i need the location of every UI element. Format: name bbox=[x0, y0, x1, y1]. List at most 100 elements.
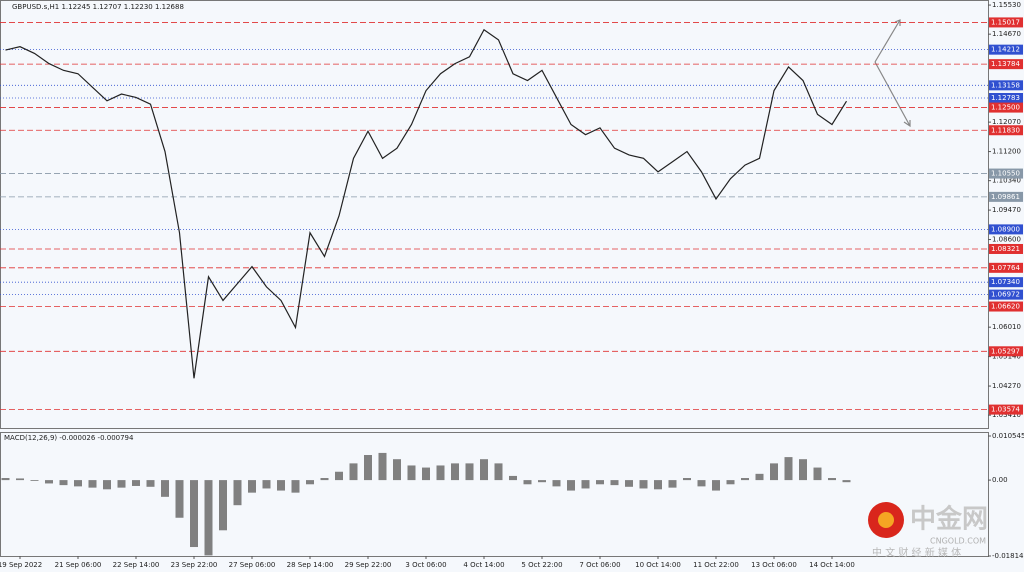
macd-bar bbox=[161, 480, 169, 497]
macd-bar bbox=[567, 480, 575, 491]
level-box bbox=[989, 289, 1023, 300]
macd-bar bbox=[219, 480, 227, 531]
level-label: 1.06620 bbox=[991, 303, 1020, 311]
macd-bar bbox=[799, 459, 807, 481]
y-tick-label: 1.15530 bbox=[992, 1, 1021, 9]
macd-frame bbox=[0, 432, 989, 557]
x-tick-label: 27 Sep 06:00 bbox=[229, 561, 276, 569]
y-tick-label: -0.018145 bbox=[992, 552, 1024, 560]
macd-bar bbox=[146, 480, 155, 487]
macd-bar bbox=[523, 480, 532, 485]
level-box bbox=[989, 301, 1023, 312]
macd-bar bbox=[581, 480, 590, 489]
chart-title: GBPUSD.s,H1 1.12245 1.12707 1.12230 1.12… bbox=[12, 3, 184, 11]
level-box bbox=[989, 102, 1023, 113]
macd-bar bbox=[248, 480, 256, 493]
macd-bar bbox=[1, 478, 10, 481]
macd-bar bbox=[726, 480, 735, 485]
level-box bbox=[989, 191, 1023, 202]
macd-bar bbox=[741, 478, 749, 481]
macd-bar bbox=[190, 480, 198, 548]
macd-bar bbox=[784, 457, 793, 481]
level-box bbox=[989, 224, 1023, 235]
y-tick-label: 0.010545 bbox=[992, 432, 1024, 440]
macd-bar bbox=[306, 480, 314, 485]
macd-bar bbox=[88, 480, 97, 488]
y-tick-label: 1.12070 bbox=[992, 118, 1021, 126]
macd-bar bbox=[349, 463, 358, 481]
macd-bar bbox=[451, 463, 459, 481]
macd-bar bbox=[320, 478, 329, 481]
level-label: 1.13784 bbox=[991, 60, 1020, 68]
macd-bar bbox=[30, 480, 39, 481]
macd-bar bbox=[364, 455, 372, 481]
x-tick-label: 19 Sep 2022 bbox=[0, 561, 42, 569]
level-label: 1.10550 bbox=[991, 170, 1020, 178]
level-box bbox=[989, 168, 1023, 179]
macd-bar bbox=[654, 480, 662, 490]
y-tick-label: 1.14670 bbox=[992, 30, 1021, 38]
macd-bar bbox=[480, 459, 488, 481]
level-box bbox=[989, 346, 1023, 357]
watermark: 中金网 CNGOLD.COM 中 文 财 经 新 媒 体 bbox=[868, 502, 988, 559]
y-tick-label: 1.03410 bbox=[992, 411, 1021, 419]
x-tick-label: 23 Sep 22:00 bbox=[171, 561, 218, 569]
x-tick-label: 13 Oct 06:00 bbox=[751, 561, 797, 569]
price-line bbox=[5, 28, 848, 379]
logo-inner bbox=[878, 512, 894, 528]
level-label: 1.07764 bbox=[991, 264, 1020, 272]
level-label: 1.13158 bbox=[991, 81, 1020, 89]
x-tick-label: 5 Oct 22:00 bbox=[521, 561, 562, 569]
level-box bbox=[989, 277, 1023, 288]
macd-bar bbox=[233, 480, 242, 506]
y-tick-label: 0.00 bbox=[992, 476, 1008, 484]
macd-bar bbox=[465, 463, 474, 481]
y-tick-label: 1.05140 bbox=[992, 353, 1021, 361]
level-label: 1.03574 bbox=[991, 406, 1020, 414]
y-tick-label: 1.09470 bbox=[992, 206, 1021, 214]
macd-bar bbox=[16, 478, 24, 481]
watermark-tagline: 中 文 财 经 新 媒 体 bbox=[872, 546, 961, 559]
level-box bbox=[989, 93, 1023, 104]
macd-bar bbox=[407, 465, 416, 481]
macd-bar bbox=[436, 465, 445, 481]
macd-bar bbox=[770, 463, 778, 481]
level-label: 1.07340 bbox=[991, 278, 1020, 286]
macd-bar bbox=[552, 480, 561, 487]
macd-bar bbox=[204, 480, 213, 556]
macd-bar bbox=[828, 478, 836, 481]
x-tick-label: 29 Sep 22:00 bbox=[345, 561, 392, 569]
macd-bar bbox=[538, 480, 546, 483]
macd-bar bbox=[610, 480, 619, 486]
macd-bar bbox=[175, 480, 184, 518]
macd-bar bbox=[291, 480, 300, 493]
macd-bar bbox=[378, 452, 387, 481]
watermark-title: 中金网 bbox=[910, 504, 988, 535]
level-box bbox=[989, 125, 1023, 136]
x-tick-label: 7 Oct 06:00 bbox=[579, 561, 620, 569]
level-box bbox=[989, 17, 1023, 28]
level-box bbox=[989, 262, 1023, 273]
x-tick-label: 4 Oct 14:00 bbox=[463, 561, 504, 569]
macd-bar bbox=[494, 463, 503, 481]
level-label: 1.14212 bbox=[991, 46, 1020, 54]
level-label: 1.12783 bbox=[991, 94, 1020, 102]
macd-bar bbox=[59, 480, 68, 486]
y-tick-label: 1.10340 bbox=[992, 177, 1021, 185]
macd-bar bbox=[596, 480, 604, 485]
level-label: 1.11830 bbox=[991, 126, 1020, 134]
macd-bar bbox=[625, 480, 633, 487]
x-tick-label: 28 Sep 14:00 bbox=[287, 561, 334, 569]
macd-bar bbox=[639, 480, 648, 489]
level-label: 1.08321 bbox=[991, 245, 1020, 253]
macd-bar bbox=[117, 480, 126, 488]
macd-bar bbox=[842, 480, 851, 483]
level-label: 1.05297 bbox=[991, 347, 1020, 355]
macd-bar bbox=[74, 480, 82, 487]
x-tick-label: 22 Sep 14:00 bbox=[113, 561, 160, 569]
x-tick-label: 11 Oct 22:00 bbox=[693, 561, 739, 569]
level-label: 1.09861 bbox=[991, 193, 1020, 201]
macd-bar bbox=[813, 467, 822, 481]
macd-bar bbox=[262, 480, 271, 489]
